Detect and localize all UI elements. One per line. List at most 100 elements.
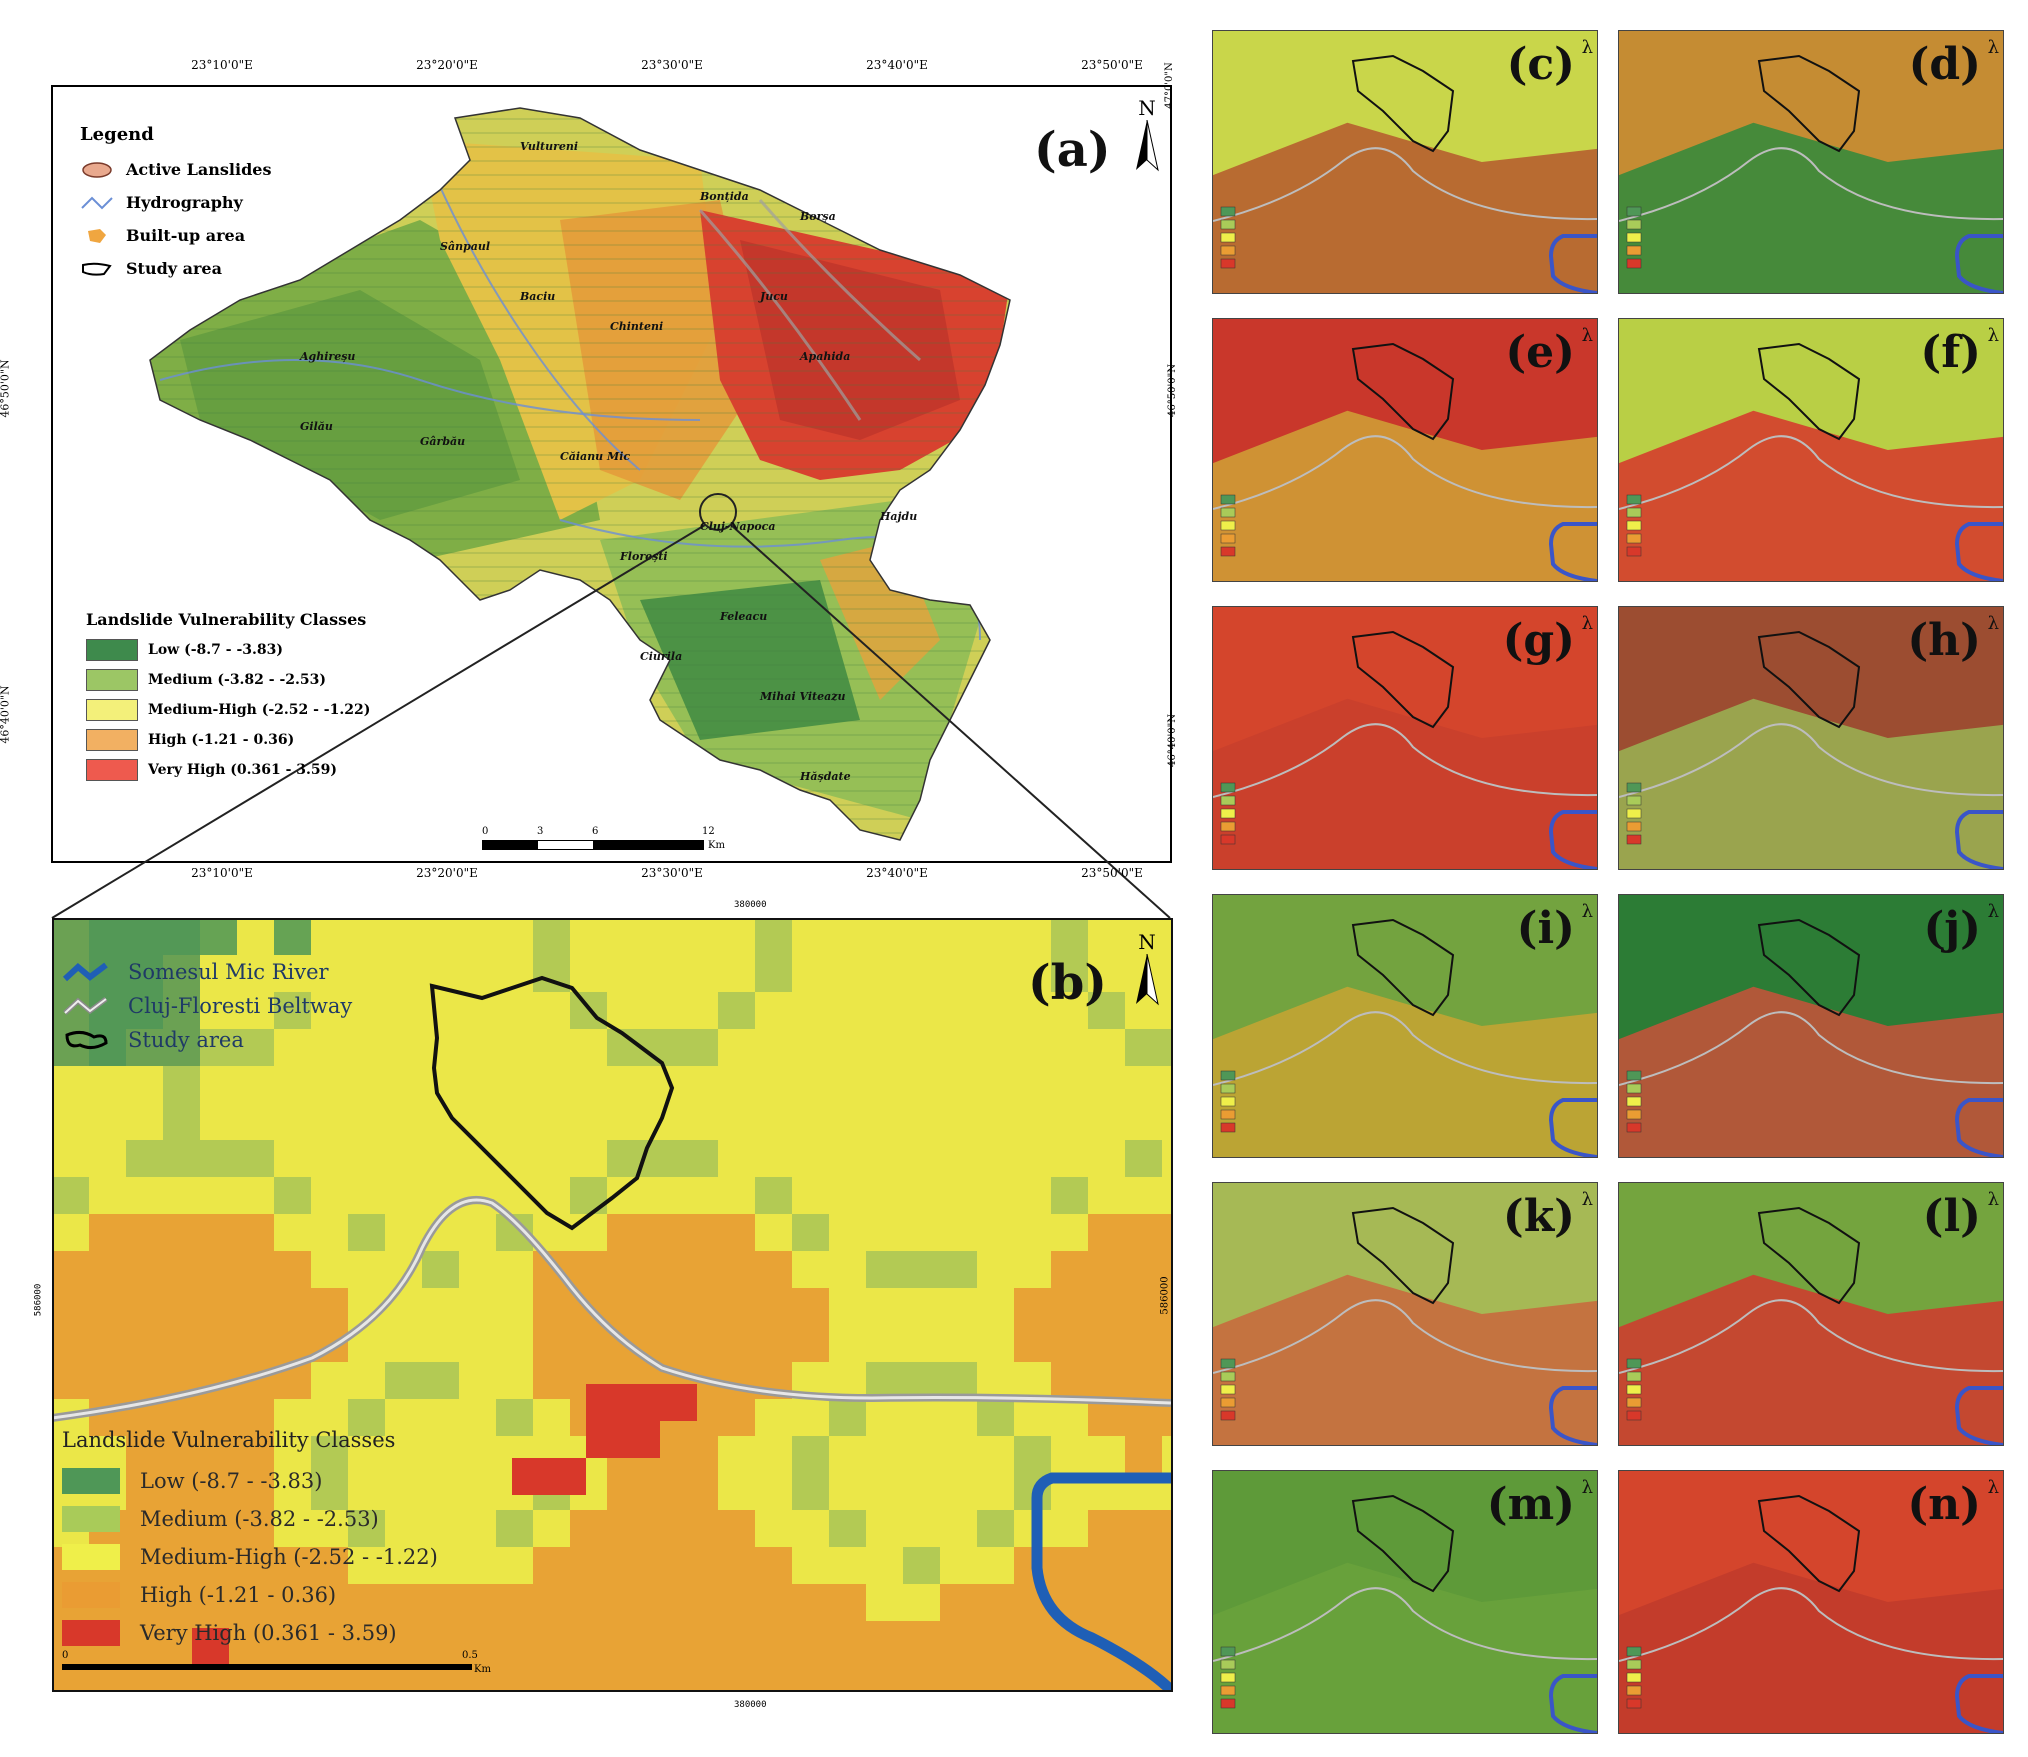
raster-cell	[755, 955, 792, 992]
panel-b-legend: Somesul Mic River Cluj-Floresti Beltway St…	[62, 955, 392, 1057]
raster-cell	[792, 1584, 829, 1621]
mini-legend-swatch	[1220, 782, 1236, 793]
class-swatch	[86, 669, 138, 691]
legend-item-study-area: Study area	[80, 252, 340, 285]
raster-cell-low	[126, 992, 163, 1029]
mini-legend-swatch	[1220, 219, 1236, 230]
raster-cell	[311, 918, 348, 955]
raster-cell	[311, 1621, 348, 1658]
raster-cell-low	[200, 918, 237, 955]
raster-cell	[718, 1066, 755, 1103]
mini-legend-swatch	[1626, 1096, 1642, 1107]
raster-cell	[1125, 1288, 1162, 1325]
raster-cell	[237, 1029, 274, 1066]
raster-cell	[237, 1103, 274, 1140]
raster-cell	[126, 1362, 163, 1399]
raster-cell	[274, 955, 311, 992]
mini-legend-swatch	[1220, 1410, 1236, 1421]
raster-cell	[496, 1251, 533, 1288]
raster-cell	[1088, 1362, 1125, 1399]
raster-cell	[422, 1140, 459, 1177]
raster-cell	[866, 1103, 903, 1140]
raster-cell	[792, 1029, 829, 1066]
mini-legend-swatch	[1220, 1358, 1236, 1369]
raster-cell	[348, 1140, 385, 1177]
class-item: Medium (-3.82 - -2.53)	[62, 1500, 482, 1538]
raster-cell	[274, 1621, 311, 1658]
raster-cell	[1162, 1066, 1171, 1103]
raster-cell	[200, 1584, 237, 1621]
raster-cell	[977, 1399, 1014, 1436]
mini-legend-swatch	[1220, 245, 1236, 256]
panel-a-bottom-ticks: 23°10'0"E 23°20'0"E 23°30'0"E 23°40'0"E 23°5…	[52, 866, 1171, 890]
raster-cell	[644, 1140, 681, 1177]
raster-cell	[570, 918, 607, 955]
raster-cell	[163, 1584, 200, 1621]
raster-cell	[607, 918, 644, 955]
raster-cell	[348, 1547, 385, 1584]
raster-cell	[459, 1510, 496, 1547]
raster-cell	[903, 1066, 940, 1103]
raster-cell	[1051, 918, 1088, 955]
raster-cell	[829, 1362, 866, 1399]
mini-legend-swatch	[1220, 1122, 1236, 1133]
raster-cell	[644, 992, 681, 1029]
north-arrow-icon: λ	[1581, 901, 1593, 922]
raster-cell	[903, 1399, 940, 1436]
raster-cell	[533, 1510, 570, 1547]
legend-label: Active Lanslides	[126, 160, 272, 179]
raster-cell	[940, 1066, 977, 1103]
raster-cell	[126, 1029, 163, 1066]
raster-cell	[348, 918, 385, 955]
mini-legend-swatch	[1220, 1659, 1236, 1670]
raster-cell	[829, 1214, 866, 1251]
raster-cell	[422, 1029, 459, 1066]
raster-cell	[1088, 955, 1125, 992]
small-panel-map	[1619, 1206, 2003, 1445]
legend-label: Built-up area	[126, 226, 246, 245]
raster-cell	[237, 1214, 274, 1251]
raster-cell-low	[89, 992, 126, 1029]
raster-cell	[1162, 918, 1171, 955]
raster-cell	[311, 1288, 348, 1325]
raster-cell	[792, 918, 829, 955]
raster-cell	[607, 992, 644, 1029]
small-left-tick: 46°50'0"N	[1166, 364, 1178, 417]
panel-a-top-ticks: 23°10'0"E 23°20'0"E 23°30'0"E 23°40'0"E 23°5…	[52, 58, 1171, 82]
raster-cell	[829, 1251, 866, 1288]
raster-cell-very-high	[586, 1421, 623, 1458]
raster-cell	[163, 1288, 200, 1325]
legend-item-beltway: Cluj-Floresti Beltway	[62, 989, 392, 1023]
raster-cell	[1125, 918, 1162, 955]
raster-cell	[1162, 1214, 1171, 1251]
place-label: Gârbău	[420, 435, 465, 448]
raster-cell	[200, 1251, 237, 1288]
place-label: Hajdu	[879, 510, 917, 523]
raster-cell	[940, 1029, 977, 1066]
raster-cell	[1162, 1325, 1171, 1362]
raster-cell	[755, 1658, 792, 1690]
raster-cell	[1162, 1547, 1171, 1584]
raster-cell	[866, 1658, 903, 1690]
legend-item-study-area: Study area	[62, 1023, 392, 1057]
raster-cell	[311, 1510, 348, 1547]
small-panel: (i) λ	[1212, 894, 1598, 1158]
raster-cell	[385, 1177, 422, 1214]
small-panel-map	[1213, 1494, 1597, 1733]
raster-cell	[755, 1214, 792, 1251]
mini-legend-swatch	[1626, 1397, 1642, 1408]
raster-cell	[533, 1584, 570, 1621]
raster-cell	[866, 918, 903, 955]
class-swatch	[62, 1582, 120, 1608]
raster-cell	[422, 1251, 459, 1288]
raster-cell	[940, 1288, 977, 1325]
raster-cell	[459, 955, 496, 992]
small-panel-label: (i)	[1516, 903, 1575, 954]
mini-legend-swatch	[1220, 1698, 1236, 1709]
class-label: Low (-8.7 - -3.83)	[148, 642, 283, 658]
raster-cell	[940, 1473, 977, 1510]
raster-cell	[644, 1658, 681, 1690]
panel-a-scale-bar: 0 3 6 12 Km	[482, 826, 725, 860]
hydrography-icon	[80, 194, 114, 212]
raster-cell	[829, 1658, 866, 1690]
